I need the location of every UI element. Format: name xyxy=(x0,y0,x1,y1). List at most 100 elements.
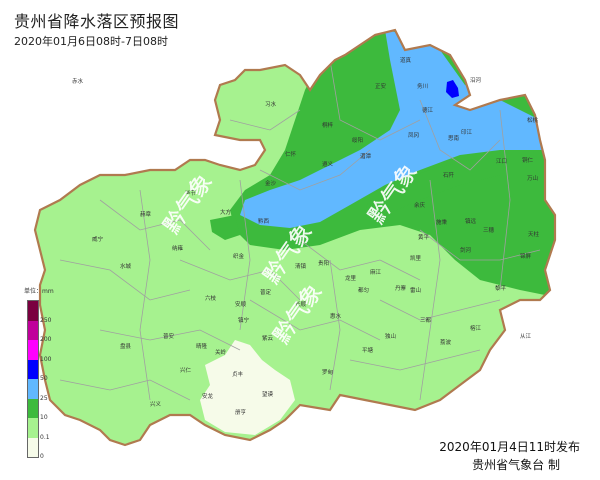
city-label: 长顺 xyxy=(295,300,307,308)
county-line xyxy=(179,259,301,301)
county-boundaries xyxy=(59,59,541,401)
city-label: 纳雍 xyxy=(172,244,184,252)
city-label: 龙里 xyxy=(345,274,357,282)
legend-swatch xyxy=(28,340,38,360)
legend-tick: 25 xyxy=(40,394,48,402)
city-label: 关岭 xyxy=(215,348,227,356)
city-label: 盘县 xyxy=(120,342,132,350)
city-label: 印江 xyxy=(461,129,473,136)
legend-tick: 250 xyxy=(40,316,52,324)
city-label: 桐梓 xyxy=(322,121,334,129)
city-label: 遵义 xyxy=(322,160,334,168)
city-label: 独山 xyxy=(385,332,396,340)
city-label: 三穗 xyxy=(483,226,495,234)
legend-tick: 100 xyxy=(40,355,52,363)
city-label: 赤水 xyxy=(72,77,84,85)
legend-swatch xyxy=(28,359,38,379)
city-label: 清镇 xyxy=(295,262,307,270)
city-label: 绥阳 xyxy=(352,136,363,144)
issuer: 贵州省气象台 制 xyxy=(472,458,560,472)
forecast-period: 2020年01月6日08时-7日08时 xyxy=(14,35,168,48)
moderate-rain-area xyxy=(210,215,240,240)
city-label: 贞丰 xyxy=(232,370,244,378)
county-line xyxy=(99,199,211,251)
moderate-rain-area xyxy=(365,158,500,215)
county-line xyxy=(139,189,151,401)
legend-swatch xyxy=(28,398,38,418)
city-label: 天柱 xyxy=(528,230,540,238)
issue-time: 2020年01月4日11时发布 xyxy=(439,440,580,454)
city-label: 丹寨 xyxy=(395,284,407,292)
city-label: 余庆 xyxy=(414,201,426,209)
city-label: 镇远 xyxy=(465,217,477,225)
city-label: 都匀 xyxy=(358,286,369,294)
legend-swatch xyxy=(28,437,38,457)
county-line xyxy=(299,239,421,281)
heavy-rain-area xyxy=(240,30,545,228)
city-label: 望谟 xyxy=(262,390,274,398)
city-label: 剑河 xyxy=(460,246,472,254)
city-label: 习水 xyxy=(265,100,277,108)
county-line xyxy=(249,299,381,341)
county-line xyxy=(499,109,511,291)
city-label: 凤冈 xyxy=(408,132,419,139)
city-label: 织金 xyxy=(233,252,245,260)
legend-tick: 0.1 xyxy=(40,433,50,441)
legend-swatch xyxy=(28,418,38,438)
city-label: 锦屏 xyxy=(520,252,532,260)
city-label: 紫云 xyxy=(262,335,274,342)
legend-colorbar xyxy=(27,300,39,458)
city-label: 万山 xyxy=(527,174,538,182)
city-label: 仁怀 xyxy=(285,150,297,158)
county-line xyxy=(379,299,501,321)
city-label: 惠水 xyxy=(330,312,342,320)
city-label: 兴仁 xyxy=(180,366,192,374)
legend: 单位：mm 250 200 100 50 25 10 0.1 0 xyxy=(10,286,70,466)
legend-swatch xyxy=(28,379,38,399)
city-label: 安龙 xyxy=(202,392,214,400)
city-label: 镇宁 xyxy=(238,316,250,324)
city-label: 普定 xyxy=(260,288,272,296)
county-line xyxy=(99,329,241,351)
city-label: 铜仁 xyxy=(522,156,534,164)
city-label: 麻江 xyxy=(370,268,382,276)
city-label: 江口 xyxy=(496,158,507,165)
city-label: 罗甸 xyxy=(322,368,334,376)
city-label: 黎平 xyxy=(495,284,507,292)
city-label: 务川 xyxy=(417,82,428,90)
legend-swatch xyxy=(28,301,38,321)
legend-tick: 50 xyxy=(40,375,48,382)
city-label: 安顺 xyxy=(235,300,247,308)
city-label: 松桃 xyxy=(527,116,539,124)
city-label: 册亨 xyxy=(235,408,247,416)
city-label: 普安 xyxy=(163,332,175,340)
city-label: 德江 xyxy=(422,106,434,114)
city-label: 黔西 xyxy=(258,217,270,225)
city-label: 荔波 xyxy=(440,338,452,346)
city-label: 石阡 xyxy=(443,171,455,179)
city-label: 凯里 xyxy=(410,254,422,262)
legend-tick: 200 xyxy=(40,336,52,343)
city-label: 湄潭 xyxy=(360,152,372,160)
city-label: 赫章 xyxy=(140,210,152,218)
city-label: 道真 xyxy=(400,56,412,64)
county-line xyxy=(59,259,191,301)
county-line xyxy=(229,109,301,131)
county-line xyxy=(329,259,341,391)
city-label: 毕节 xyxy=(185,189,197,197)
city-label: 雷山 xyxy=(410,286,421,294)
legend-tick: 0 xyxy=(40,453,44,460)
legend-tick: 10 xyxy=(40,414,48,421)
legend-swatch xyxy=(28,320,38,340)
city-label: 从江 xyxy=(520,333,532,340)
no-rain-area xyxy=(200,340,295,435)
map-title: 贵州省降水落区预报图 xyxy=(14,12,180,31)
county-line xyxy=(419,179,441,401)
city-label: 正安 xyxy=(375,82,387,90)
city-label: 沿河 xyxy=(470,76,482,84)
legend-unit: 单位：mm xyxy=(24,288,54,295)
county-line xyxy=(419,99,501,171)
county-line xyxy=(259,149,371,191)
city-label: 金沙 xyxy=(265,179,277,187)
city-label: 黄平 xyxy=(418,233,430,241)
